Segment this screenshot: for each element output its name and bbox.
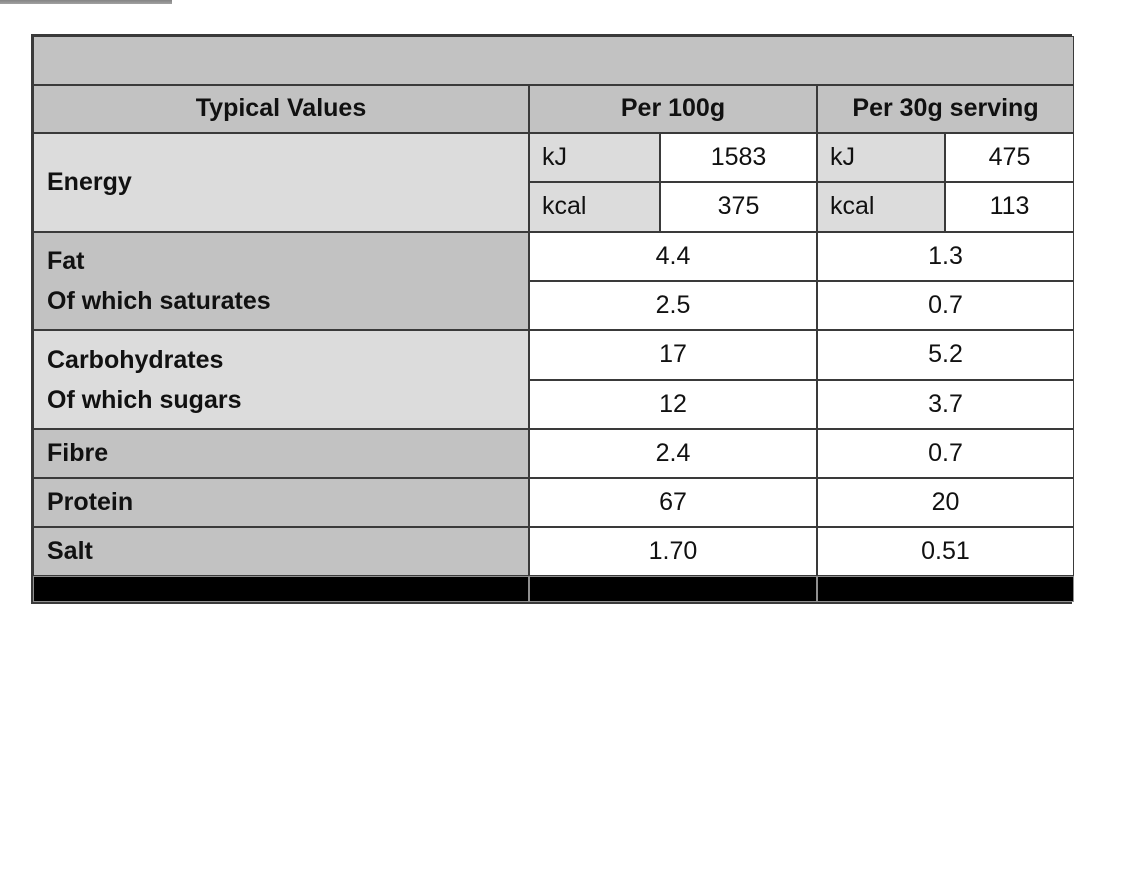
- cell-protein-per30g: 20: [817, 478, 1074, 527]
- cell-energy-kcal-unit-per30g: kcal: [817, 182, 945, 232]
- saturates-label-line: Of which saturates: [47, 287, 271, 315]
- cell-fat-per100g: 4.4: [529, 232, 817, 281]
- cropped-top-bar-fragment: [0, 0, 172, 4]
- cell-energy-kcal-value-per30g: 113: [945, 182, 1074, 232]
- cell-protein-per100g: 67: [529, 478, 817, 527]
- cell-fat-per30g: 1.3: [817, 232, 1074, 281]
- cell-fibre-label: Fibre: [33, 429, 529, 478]
- cell-fibre-per30g: 0.7: [817, 429, 1074, 478]
- bottom-bar-right: [817, 576, 1074, 602]
- bottom-bar-left: [33, 576, 529, 602]
- cell-saturates-per100g: 2.5: [529, 281, 817, 330]
- bottom-bar-middle: [529, 576, 817, 602]
- cell-energy-label: Energy: [33, 133, 529, 232]
- cell-fat-saturates-label: Fat Of which saturates: [33, 232, 529, 330]
- cell-energy-kj-value-per100g: 1583: [660, 133, 817, 182]
- cell-carbohydrates-per100g: 17: [529, 330, 817, 380]
- cell-energy-kj-unit-per30g: kJ: [817, 133, 945, 182]
- cell-carbohydrates-per30g: 5.2: [817, 330, 1074, 380]
- cell-energy-kcal-value-per100g: 375: [660, 182, 817, 232]
- carbohydrates-label-line: Carbohydrates: [47, 345, 224, 374]
- cell-salt-label: Salt: [33, 527, 529, 576]
- cell-saturates-per30g: 0.7: [817, 281, 1074, 330]
- cell-fibre-per100g: 2.4: [529, 429, 817, 478]
- cell-sugars-per100g: 12: [529, 380, 817, 429]
- sugars-label-line: Of which sugars: [47, 385, 242, 414]
- table-title-spacer-row: [33, 36, 1074, 85]
- header-per-100g: Per 100g: [529, 85, 817, 133]
- nutrition-table: Typical Values Per 100g Per 30g serving …: [31, 34, 1074, 604]
- cell-salt-per30g: 0.51: [817, 527, 1074, 576]
- cell-energy-kcal-unit-per100g: kcal: [529, 182, 660, 232]
- cell-energy-kj-value-per30g: 475: [945, 133, 1074, 182]
- header-typical-values: Typical Values: [33, 85, 529, 133]
- header-per-30g-serving: Per 30g serving: [817, 85, 1074, 133]
- cell-sugars-per30g: 3.7: [817, 380, 1074, 429]
- fat-label-line: Fat: [47, 247, 85, 275]
- cell-protein-label: Protein: [33, 478, 529, 527]
- cell-salt-per100g: 1.70: [529, 527, 817, 576]
- cell-energy-kj-unit-per100g: kJ: [529, 133, 660, 182]
- cell-carbs-sugars-label: Carbohydrates Of which sugars: [33, 330, 529, 429]
